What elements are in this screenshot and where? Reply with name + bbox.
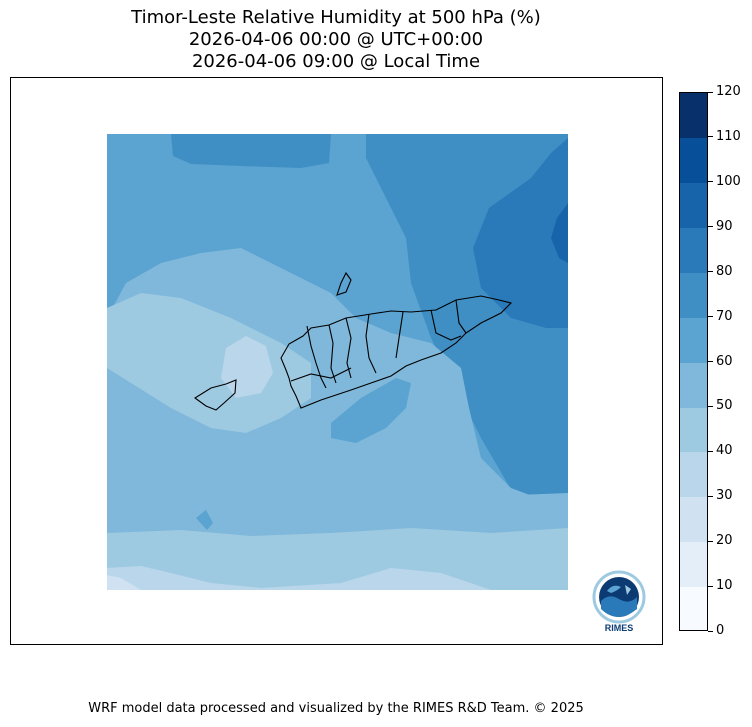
colorbar-tick-label: 0: [716, 623, 725, 638]
contour-70-80-top: [171, 134, 331, 168]
district-border: [365, 313, 377, 374]
colorbar-segment: [680, 137, 707, 183]
colorbar-segment: [680, 93, 707, 138]
colorbar-tick: [708, 630, 713, 632]
colorbar-tick: [708, 181, 713, 183]
colorbar-tick: [708, 271, 713, 273]
colorbar-tick: [708, 450, 713, 452]
title-line-3: 2026-04-06 09:00 @ Local Time: [191, 51, 481, 72]
colorbar-segment: [680, 407, 707, 453]
contour-60-70-patch: [331, 378, 411, 443]
colorbar-tick-label: 20: [716, 533, 733, 549]
colorbar-tick: [708, 136, 713, 138]
map-panel: [10, 77, 663, 645]
footer-credit: WRF model data processed and visualized …: [88, 701, 584, 716]
colorbar-segment: [680, 272, 707, 318]
colorbar-tick-label: 80: [716, 263, 733, 279]
colorbar-segment: [680, 182, 707, 228]
contour-south-30-40: [107, 566, 491, 590]
colorbar-segment: [680, 452, 707, 498]
contour-fill: [107, 134, 568, 590]
contour-40-50: [107, 293, 311, 433]
colorbar-tick: [708, 405, 713, 407]
colorbar-segment: [680, 227, 707, 273]
colorbar-segment: [680, 497, 707, 543]
oecusse-exclave: [194, 379, 237, 411]
colorbar-tick-label: 60: [716, 353, 733, 369]
colorbar-tick-label: 10: [716, 578, 733, 594]
contour-80-90: [473, 138, 568, 328]
district-border: [455, 299, 467, 334]
title-line-2: 2026-04-06 00:00 @ UTC+00:00: [188, 29, 484, 50]
colorbar-tick: [708, 495, 713, 497]
district-border: [290, 367, 352, 382]
title-line-1: Timor-Leste Relative Humidity at 500 hPa…: [131, 7, 541, 28]
contour-30-40-center: [221, 336, 273, 398]
colorbar-tick-label: 110: [716, 128, 741, 144]
colorbar-tick-label: 90: [716, 218, 733, 234]
colorbar-segment: [680, 362, 707, 408]
colorbar-segment: [680, 542, 707, 588]
contour-south-40-50: [107, 528, 568, 590]
colorbar-tick-label: 120: [716, 84, 741, 99]
district-border: [430, 309, 462, 341]
district-border: [395, 311, 404, 359]
district-border: [345, 317, 352, 379]
colorbar-tick: [708, 226, 713, 228]
colorbar: [679, 92, 708, 631]
colorbar-tick-label: 30: [716, 488, 733, 504]
rimes-globe-icon: RIMES: [592, 570, 646, 633]
colorbar-tick-label: 100: [716, 173, 741, 189]
contour-90-100: [551, 203, 568, 263]
colorbar-tick: [708, 585, 713, 587]
contour-small-patch: [196, 510, 213, 530]
district-border: [306, 325, 327, 389]
colorbar-tick-label: 40: [716, 443, 733, 459]
humidity-contour-map: [107, 134, 568, 590]
colorbar-tick: [708, 91, 713, 93]
contour-south-20-30: [107, 575, 141, 590]
logo-label: RIMES: [605, 623, 634, 633]
timor-leste-boundaries: [194, 271, 513, 411]
colorbar-tick: [708, 316, 713, 318]
colorbar-tick: [708, 540, 713, 542]
map-title: Timor-Leste Relative Humidity at 500 hPa…: [0, 7, 672, 73]
atauro-island: [336, 271, 352, 296]
colorbar-tick: [708, 361, 713, 362]
district-border: [328, 324, 337, 384]
colorbar-tick-label: 70: [716, 308, 733, 324]
colorbar-tick-label: 50: [716, 398, 733, 414]
colorbar-segment: [680, 317, 707, 363]
colorbar-segment: [680, 587, 707, 630]
